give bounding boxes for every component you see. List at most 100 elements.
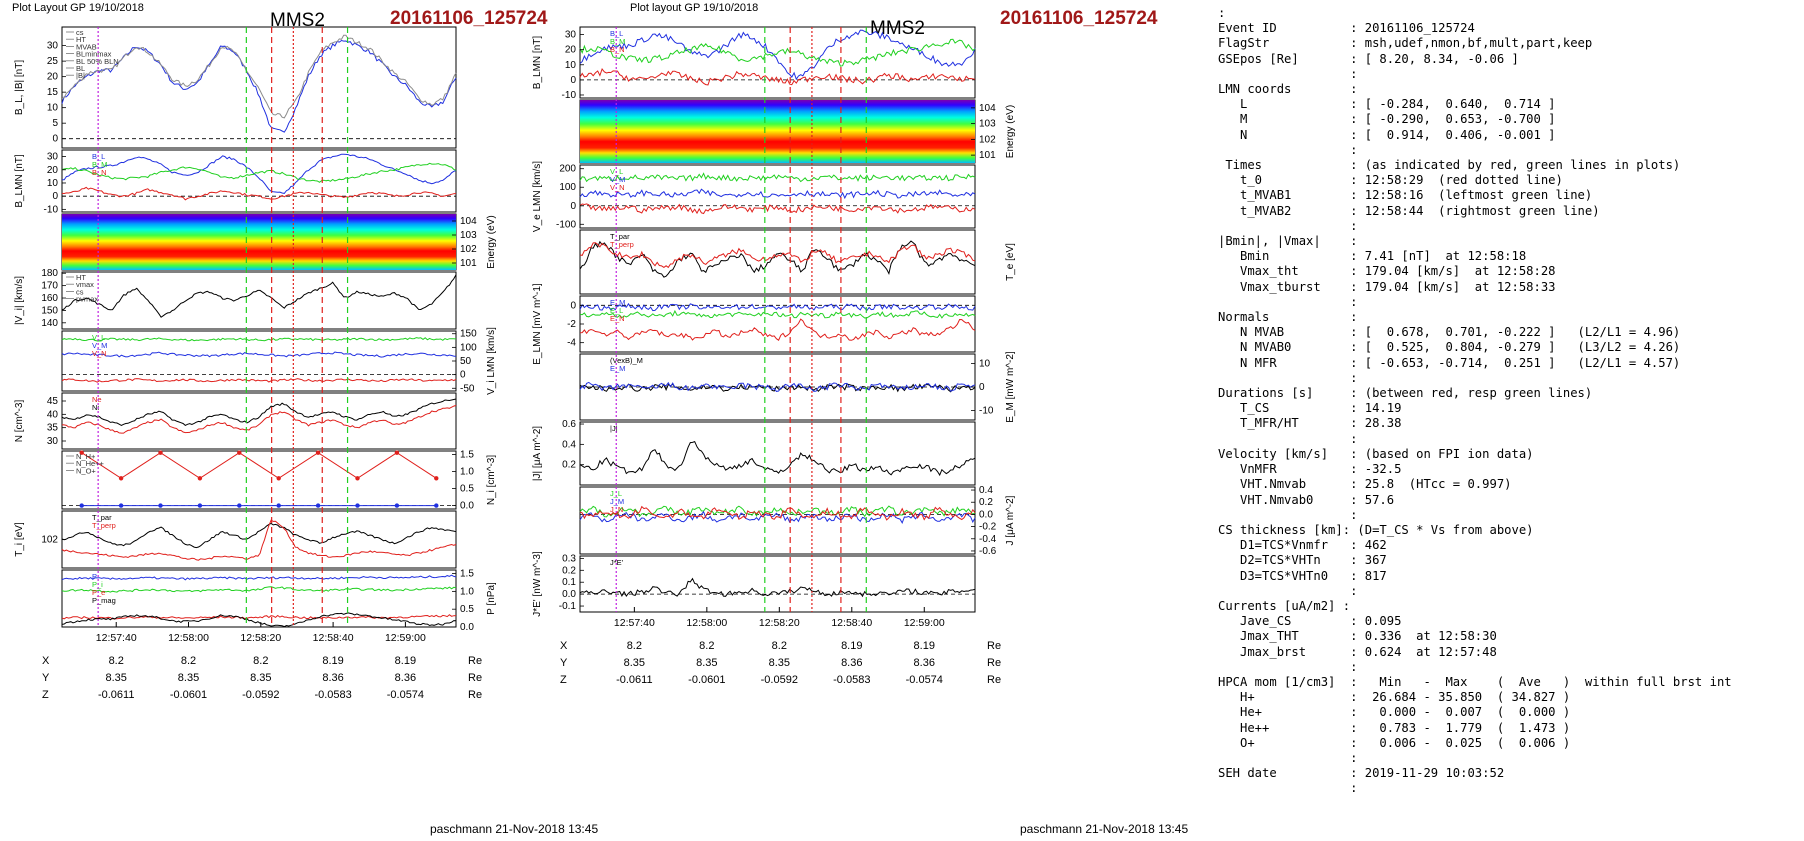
left-7-point xyxy=(276,476,281,481)
left-1-ytick: 10 xyxy=(47,103,59,114)
left-7-point xyxy=(276,503,281,508)
left-7-point xyxy=(79,450,84,455)
left-7-point xyxy=(237,503,242,508)
left-7-point xyxy=(394,503,400,508)
right-8-series-label: J_M xyxy=(610,497,624,506)
right-1-ytick: 30 xyxy=(565,30,577,41)
right-6-ytick: 0 xyxy=(979,382,985,393)
summary-line: He+ : 0.000 - 0.007 ( 0.000 ) xyxy=(1218,705,1571,720)
right-3-ylabel: V_e LMN [km/s] xyxy=(532,161,543,232)
right-4-series-line xyxy=(579,242,976,269)
summary-line: SEH date : 2019-11-29 10:03:52 xyxy=(1218,766,1505,781)
left-5-ytick: 150 xyxy=(460,329,477,340)
left-event-title: 20161106_125724 xyxy=(390,8,548,29)
right-5-series-line xyxy=(579,302,976,312)
right-5-ytick: 0 xyxy=(570,300,576,311)
summary-line: : xyxy=(1218,659,1358,674)
right-8-ytick: 0.4 xyxy=(979,485,993,496)
right-xtick-label: 12:58:40 xyxy=(831,617,872,629)
left-3-ylabel: Energy (eV) xyxy=(486,215,497,268)
left-9-series-label: P xyxy=(92,572,97,581)
summary-line: VHT.Nmvab0 : 57.6 xyxy=(1218,492,1395,507)
right-3-ytick: 100 xyxy=(559,182,576,193)
right-xtick-label: 12:57:40 xyxy=(614,617,655,629)
left-1-legend-entry: BLminmax xyxy=(76,50,112,59)
summary-line: N MVAB : [ 0.678, 0.701, -0.222 ] (L2/L1… xyxy=(1218,325,1681,340)
right-footer: paschmann 21-Nov-2018 13:45 xyxy=(1020,822,1189,836)
summary-line: CS thickness [km]: (D=T_CS * Vs from abo… xyxy=(1218,522,1534,537)
summary-line: : xyxy=(1218,294,1358,309)
left-9-series-line xyxy=(61,612,457,628)
summary-line: Durations [s] : (between red, resp green… xyxy=(1218,386,1593,401)
right-8-ytick: -0.4 xyxy=(979,534,997,545)
left-5-series-label: V_L xyxy=(92,333,105,342)
summary-line: N MVAB0 : [ 0.525, 0.804, -0.279 ] (L3/L… xyxy=(1218,340,1681,355)
left-1-series-line xyxy=(61,34,457,119)
left-9-ytick: 1.0 xyxy=(460,586,474,597)
left-7-point xyxy=(434,503,439,508)
left-7-point xyxy=(197,476,203,481)
right-1-ytick: -10 xyxy=(562,90,577,101)
left-footer: paschmann 21-Nov-2018 13:45 xyxy=(430,822,599,836)
left-5-series-line xyxy=(61,337,457,342)
left-6-ytick: 30 xyxy=(47,436,59,447)
left-5-ylabel: V_i LMN [km/s] xyxy=(486,327,497,395)
left-8-series-label: T_par xyxy=(92,513,112,522)
left-9-series-label: P_mag xyxy=(92,596,116,605)
right-9-ytick: 0.3 xyxy=(562,553,576,564)
left-6-ytick: 40 xyxy=(47,409,59,420)
right-4-ylabel: T_e [eV] xyxy=(1005,243,1016,281)
right-9-ytick: 0.1 xyxy=(562,577,576,588)
left-1-series-line xyxy=(61,39,457,133)
summary-line: LMN coords : xyxy=(1218,82,1358,97)
left-6-ytick: 35 xyxy=(47,423,59,434)
left-4-ytick: 140 xyxy=(41,318,58,329)
event-summary-text: : Event ID : 20161106_125724 FlagStr : msh… xyxy=(1218,6,1798,797)
left-1-legend-entry: cs xyxy=(76,28,84,37)
summary-line: M : [ -0.290, 0.653, -0.700 ] xyxy=(1218,112,1556,127)
left-4-ytick: 170 xyxy=(41,281,58,292)
left-spacecraft-title: MMS2 xyxy=(270,10,325,31)
left-xtick-label: 12:59:00 xyxy=(385,632,426,644)
right-8-ytick: -0.2 xyxy=(979,522,997,533)
right-3-series-label: V_M xyxy=(610,175,625,184)
right-7-frame xyxy=(579,421,976,486)
left-1-legend-entry: BL xyxy=(76,64,85,73)
summary-line: Currents [uA/m2] : xyxy=(1218,598,1351,613)
left-7-frame xyxy=(61,450,457,510)
left-5-ytick: 100 xyxy=(460,342,477,353)
summary-line: t_MVAB1 : 12:58:16 (leftmost green line) xyxy=(1218,188,1593,203)
right-7-ytick: 0.4 xyxy=(562,439,576,450)
right-6-series-label: E_M xyxy=(610,364,625,373)
right-1-series-line xyxy=(579,38,976,67)
left-5-series-label: V_N xyxy=(92,349,107,358)
summary-line: T_CS : 14.19 xyxy=(1218,401,1402,416)
right-1-ylabel: B_LMN [nT] xyxy=(532,36,543,90)
summary-line: Jave_CS : 0.095 xyxy=(1218,614,1402,629)
right-4-series-line xyxy=(579,240,976,278)
left-4-legend-entry: vmax xyxy=(76,280,94,289)
right-6-series-line xyxy=(579,381,976,392)
left-7-point xyxy=(315,450,321,455)
left-7-point xyxy=(237,450,242,455)
summary-line: t_0 : 12:58:29 (red dotted line) xyxy=(1218,173,1563,188)
right-8-series-line xyxy=(579,505,976,521)
right-1-series-label: B_M xyxy=(610,37,625,46)
left-2-series-line xyxy=(61,162,457,183)
summary-line: : xyxy=(1218,781,1358,796)
left-7-ytick: 1.0 xyxy=(460,466,474,477)
summary-line: O+ : 0.006 - 0.025 ( 0.006 ) xyxy=(1218,735,1571,750)
right-8-series-line xyxy=(579,510,976,524)
summary-line: : xyxy=(1218,507,1358,522)
summary-line: FlagStr : msh,udef,nmon,bf,mult,part,kee… xyxy=(1218,36,1593,51)
right-5-series-label: E_M xyxy=(610,298,625,307)
left-4-series-line xyxy=(61,274,457,318)
summary-line: N MFR : [ -0.653, -0.714, 0.251 ] (L2/L1… xyxy=(1218,355,1681,370)
left-1-ytick: 30 xyxy=(47,41,59,52)
left-7-point xyxy=(434,476,439,481)
right-5-series-label: E_L xyxy=(610,306,623,315)
summary-line: D1=TCS*Vnmfr : 462 xyxy=(1218,538,1387,553)
left-2-frame xyxy=(61,149,457,213)
right-xtick-label: 12:59:00 xyxy=(904,617,945,629)
left-1-legend-entry: |B| xyxy=(76,71,85,80)
